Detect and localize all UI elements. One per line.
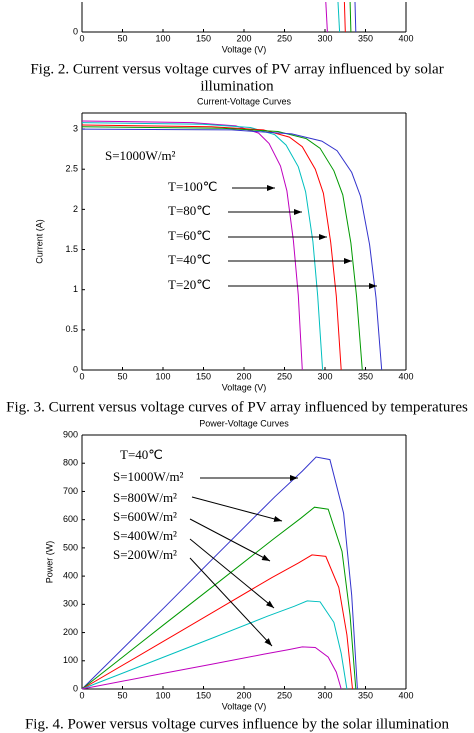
x-tick-label: 100 bbox=[155, 371, 170, 381]
curve bbox=[81, 456, 358, 690]
y-tick-label: 300 bbox=[63, 599, 78, 609]
x-tick-label: 100 bbox=[155, 33, 170, 43]
y-tick-label: 500 bbox=[63, 542, 78, 552]
caption: Fig. 2. Current versus voltage curves of… bbox=[30, 61, 443, 77]
x-tick-label: 200 bbox=[236, 371, 251, 381]
annotation: T=20℃ bbox=[168, 277, 211, 292]
arrow bbox=[189, 538, 275, 609]
curve bbox=[81, 120, 303, 371]
x-tick-label: 300 bbox=[317, 33, 332, 43]
x-tick-label: 350 bbox=[358, 690, 373, 700]
x-tick-label: 250 bbox=[277, 690, 292, 700]
y-tick-label: 1.5 bbox=[65, 244, 78, 254]
curve bbox=[325, 1, 328, 33]
curve bbox=[81, 554, 353, 690]
x-tick-label: 150 bbox=[196, 33, 211, 43]
x-tick-label: 0 bbox=[79, 690, 84, 700]
curve bbox=[81, 124, 342, 371]
y-axis-label: Power (W) bbox=[44, 541, 54, 584]
curve bbox=[81, 600, 348, 690]
x-tick-label: 150 bbox=[196, 690, 211, 700]
annotation: T=40℃ bbox=[120, 447, 163, 462]
x-tick-label: 200 bbox=[236, 690, 251, 700]
x-tick-label: 400 bbox=[398, 371, 413, 381]
annotation: S=600W/m² bbox=[113, 509, 177, 524]
x-tick-label: 400 bbox=[398, 690, 413, 700]
arrow bbox=[191, 496, 283, 522]
annotation: T=100℃ bbox=[168, 179, 217, 194]
y-tick-label: 400 bbox=[63, 570, 78, 580]
x-tick-label: 150 bbox=[196, 371, 211, 381]
y-tick-label: 200 bbox=[63, 627, 78, 637]
x-tick-label: 400 bbox=[398, 33, 413, 43]
x-tick-label: 250 bbox=[277, 371, 292, 381]
y-tick-label: 3 bbox=[73, 123, 78, 133]
curve bbox=[81, 646, 342, 690]
x-tick-label: 50 bbox=[117, 690, 127, 700]
curve bbox=[343, 1, 346, 33]
x-axis-label: Voltage (V) bbox=[222, 382, 267, 392]
x-tick-label: 0 bbox=[79, 33, 84, 43]
x-tick-label: 0 bbox=[79, 371, 84, 381]
arrow bbox=[189, 557, 273, 647]
y-tick-label: 0 bbox=[73, 26, 78, 36]
annotation: S=200W/m² bbox=[113, 547, 177, 562]
y-tick-label: 800 bbox=[63, 458, 78, 468]
chart-title: Power-Voltage Curves bbox=[199, 418, 289, 428]
y-tick-label: 100 bbox=[63, 655, 78, 665]
curve bbox=[349, 1, 352, 33]
curve bbox=[81, 506, 357, 690]
curve bbox=[81, 128, 383, 371]
y-tick-label: 2.5 bbox=[65, 164, 78, 174]
x-axis-label: Voltage (V) bbox=[222, 701, 267, 711]
x-tick-label: 350 bbox=[358, 371, 373, 381]
x-tick-label: 200 bbox=[236, 33, 251, 43]
x-tick-label: 300 bbox=[317, 371, 332, 381]
curve bbox=[81, 126, 363, 371]
annotation: T=40℃ bbox=[168, 252, 211, 267]
curve bbox=[337, 1, 341, 33]
x-tick-label: 250 bbox=[277, 33, 292, 43]
x-tick-label: 100 bbox=[155, 690, 170, 700]
y-tick-label: 0 bbox=[73, 683, 78, 693]
caption: Fig. 4. Power versus voltage curves infl… bbox=[25, 716, 450, 732]
y-tick-label: 600 bbox=[63, 514, 78, 524]
y-tick-label: 700 bbox=[63, 486, 78, 496]
x-axis-label: Voltage (V) bbox=[222, 44, 267, 54]
y-tick-label: 900 bbox=[63, 429, 78, 439]
y-axis-label: Current (A) bbox=[34, 219, 44, 264]
annotation: T=80℃ bbox=[168, 203, 211, 218]
x-tick-label: 300 bbox=[317, 690, 332, 700]
curve bbox=[81, 122, 324, 371]
curve bbox=[354, 1, 357, 33]
annotation: S=1000W/m² bbox=[105, 148, 176, 163]
arrow bbox=[189, 518, 271, 562]
x-tick-label: 350 bbox=[358, 33, 373, 43]
y-tick-label: 1 bbox=[73, 284, 78, 294]
annotation: T=60℃ bbox=[168, 228, 211, 243]
annotation: S=800W/m² bbox=[113, 490, 177, 505]
chart-title: Current-Voltage Curves bbox=[197, 96, 292, 106]
y-tick-label: 2 bbox=[73, 204, 78, 214]
x-tick-label: 50 bbox=[117, 371, 127, 381]
x-tick-label: 50 bbox=[117, 33, 127, 43]
y-tick-label: 0 bbox=[73, 364, 78, 374]
caption: illumination bbox=[200, 78, 274, 94]
y-tick-label: 0.5 bbox=[65, 324, 78, 334]
caption: Fig. 3. Current versus voltage curves of… bbox=[6, 399, 468, 415]
annotation: S=400W/m² bbox=[113, 528, 177, 543]
annotation: S=1000W/m² bbox=[113, 469, 184, 484]
